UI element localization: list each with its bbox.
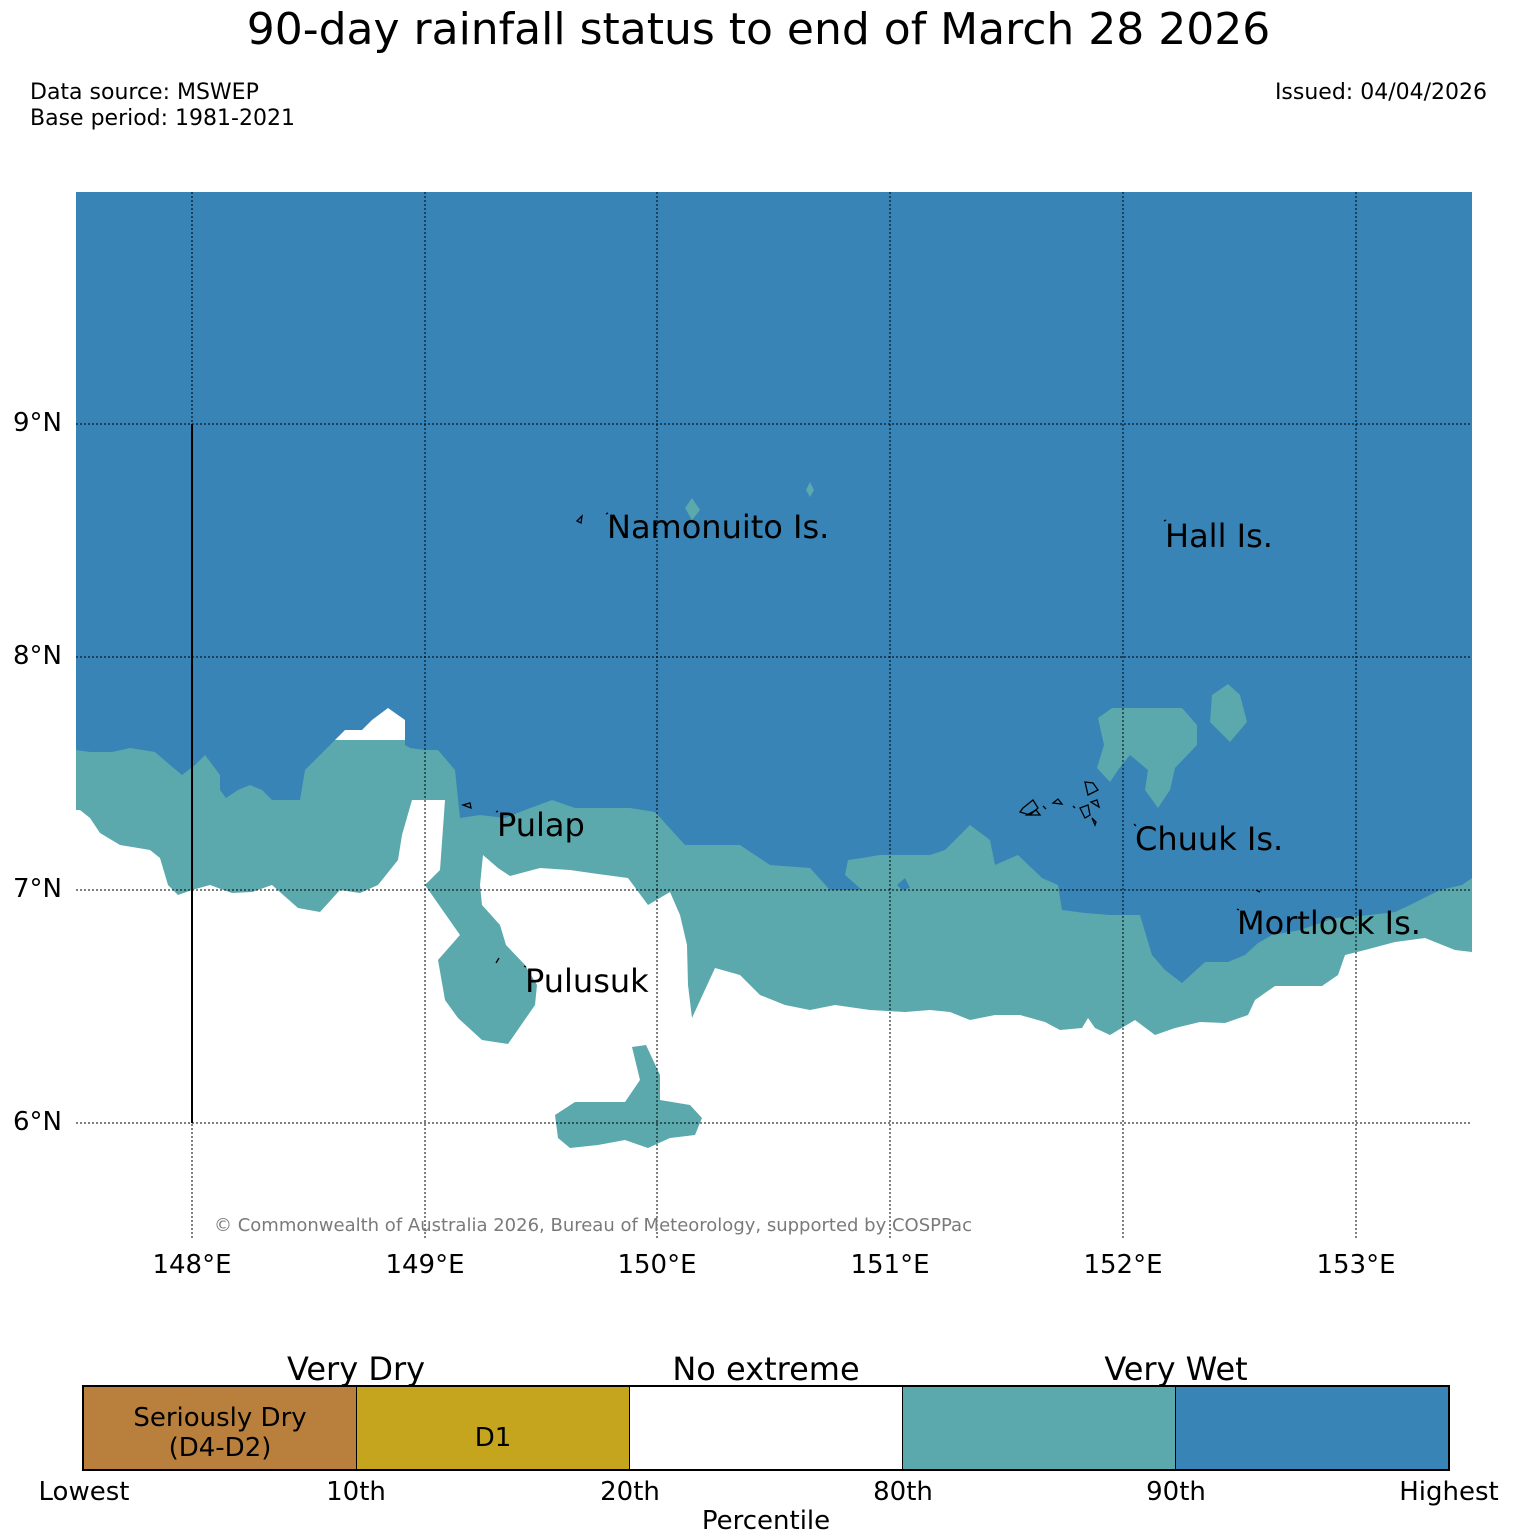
lat-label-9n: 9°N [13,408,62,438]
legend-seg-label: Seriously Dry [133,1403,307,1433]
lon-label-150e: 150°E [617,1250,697,1280]
legend-seg-label: (D4-D2) [168,1433,272,1463]
place-pulusuk: Pulusuk [525,962,649,1000]
place-pulap: Pulap [497,806,585,844]
very-wet-highest-spot [897,878,910,890]
map-title: 90-day rainfall status to end of March 2… [246,4,1271,55]
legend-seg-very-wet-80-90 [903,1387,1176,1469]
legend-tick-90th: 90th [1146,1477,1206,1507]
legend-group-very-wet: Very Wet [1104,1350,1248,1388]
place-mortlock: Mortlock Is. [1237,904,1421,942]
legend-seg-d1: D1 [357,1387,630,1469]
lon-label-153e: 153°E [1316,1250,1396,1280]
legend-tick-20th: 20th [600,1477,660,1507]
lon-label-151e: 151°E [850,1250,930,1280]
place-hall: Hall Is. [1165,517,1273,555]
legend-colorbar: Seriously Dry (D4-D2) D1 [82,1385,1450,1471]
lat-label-6n: 6°N [13,1107,62,1137]
legend-seg-label: D1 [474,1423,512,1453]
issued-date: Issued: 04/04/2026 [1274,80,1487,105]
island-outlines [460,512,1261,968]
very-wet-80-90-area-south [555,1045,702,1148]
legend-tick-lowest: Lowest [38,1477,130,1507]
legend-group-no-extreme: No extreme [672,1350,860,1388]
legend-tick-10th: 10th [326,1477,386,1507]
legend-axis-title: Percentile [701,1506,831,1536]
place-chuuk: Chuuk Is. [1135,820,1284,858]
lat-label-8n: 8°N [13,641,62,671]
lon-label-148e: 148°E [152,1250,232,1280]
very-wet-80-90-patch-chuuk [1097,708,1197,808]
metadata-left: Data source: MSWEP Base period: 1981-202… [30,80,295,132]
place-namonuito: Namonuito Is. [607,508,830,546]
legend-seg-seriously-dry: Seriously Dry (D4-D2) [84,1387,357,1469]
very-wet-80-90-spot [685,498,700,520]
legend-group-very-dry: Very Dry [286,1350,426,1388]
very-wet-80-90-patch-east [1210,684,1247,742]
legend-tick-80th: 80th [873,1477,933,1507]
data-source: Data source: MSWEP [30,80,259,105]
lon-label-149e: 149°E [385,1250,465,1280]
lon-label-152e: 152°E [1083,1250,1163,1280]
legend-seg-very-wet-highest [1176,1387,1448,1469]
legend-tick-highest: Highest [1399,1477,1499,1507]
copyright-notice: © Commonwealth of Australia 2026, Bureau… [214,1215,972,1236]
legend-seg-no-extreme [630,1387,903,1469]
lat-label-7n: 7°N [13,874,62,904]
base-period: Base period: 1981-2021 [30,106,295,131]
very-wet-80-90-spot [806,482,814,497]
